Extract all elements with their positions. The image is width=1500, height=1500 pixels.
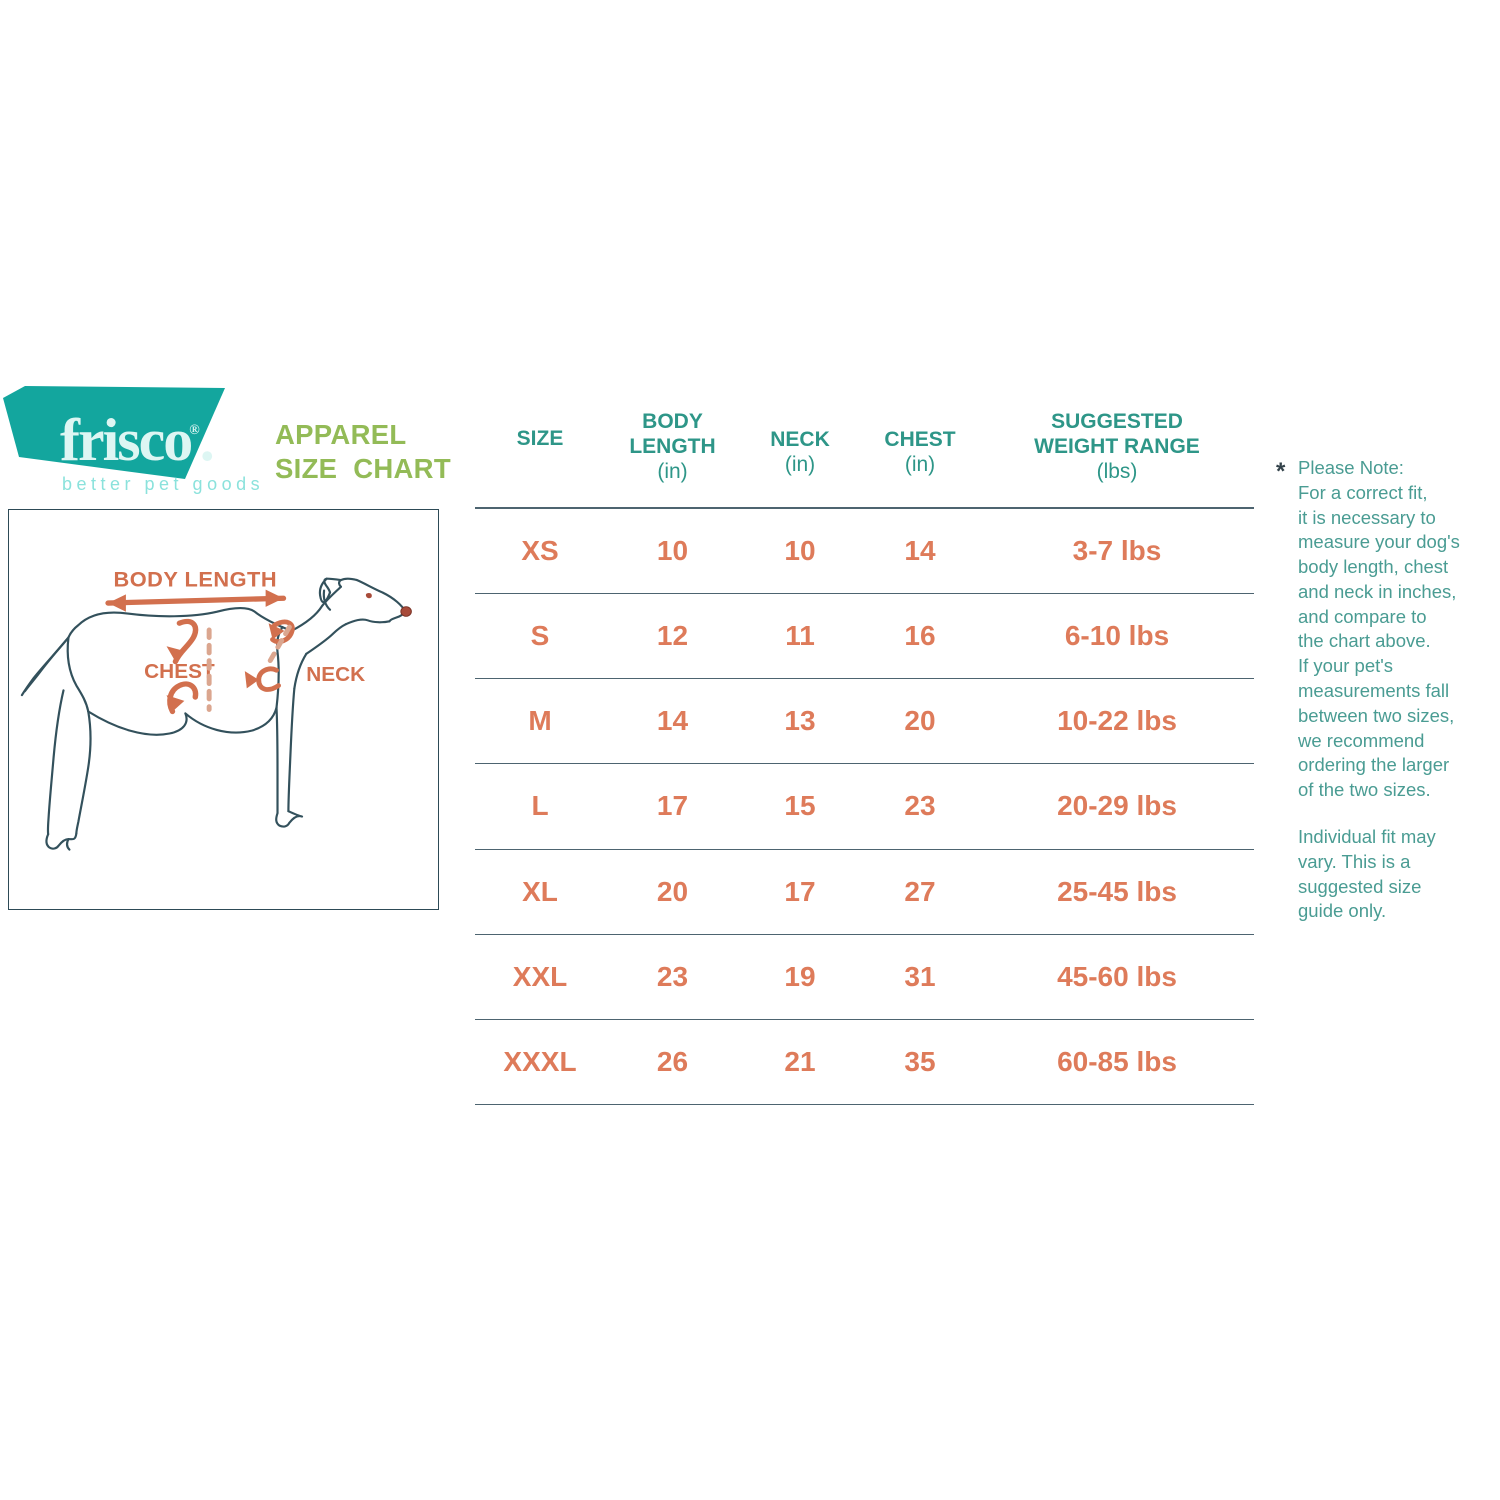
svg-text:CHEST: CHEST [144,660,215,683]
svg-text:BODY LENGTH: BODY LENGTH [113,568,277,592]
svg-text:NECK: NECK [306,663,365,686]
